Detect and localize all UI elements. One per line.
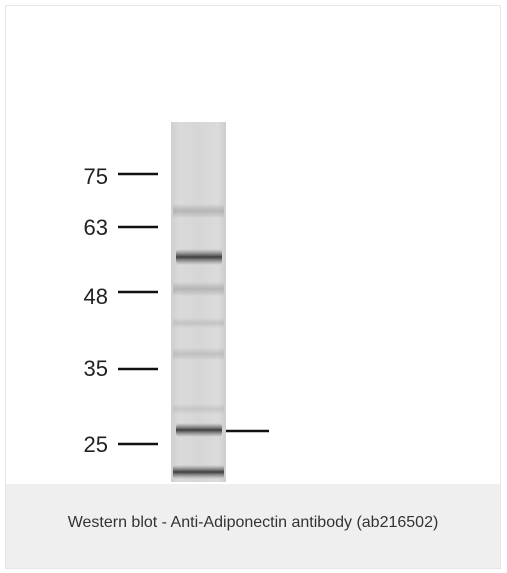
- western-blot-figure: 75 63 48 35 25: [6, 6, 500, 484]
- marker-label-25: 25: [83, 432, 108, 457]
- marker-label-75: 75: [83, 164, 108, 189]
- marker-label-48: 48: [83, 284, 108, 309]
- strong-band: [176, 423, 222, 437]
- western-blot-image: [118, 122, 269, 482]
- faint-band: [173, 204, 224, 218]
- figure-caption: Western blot - Anti-Adiponectin antibody…: [67, 514, 439, 531]
- faint-band: [173, 348, 224, 360]
- strong-band: [176, 249, 222, 265]
- marker-label-63: 63: [83, 215, 108, 240]
- blot-lane: [171, 122, 226, 482]
- marker-label-35: 35: [83, 356, 108, 381]
- faint-band: [173, 282, 224, 296]
- faint-band: [173, 318, 224, 328]
- faint-band: [173, 404, 224, 414]
- figure-card: 75 63 48 35 25 Western blot - Anti-Adipo…: [5, 5, 501, 569]
- strong-band: [173, 465, 224, 479]
- caption-band: Western blot - Anti-Adiponectin antibody…: [6, 484, 500, 568]
